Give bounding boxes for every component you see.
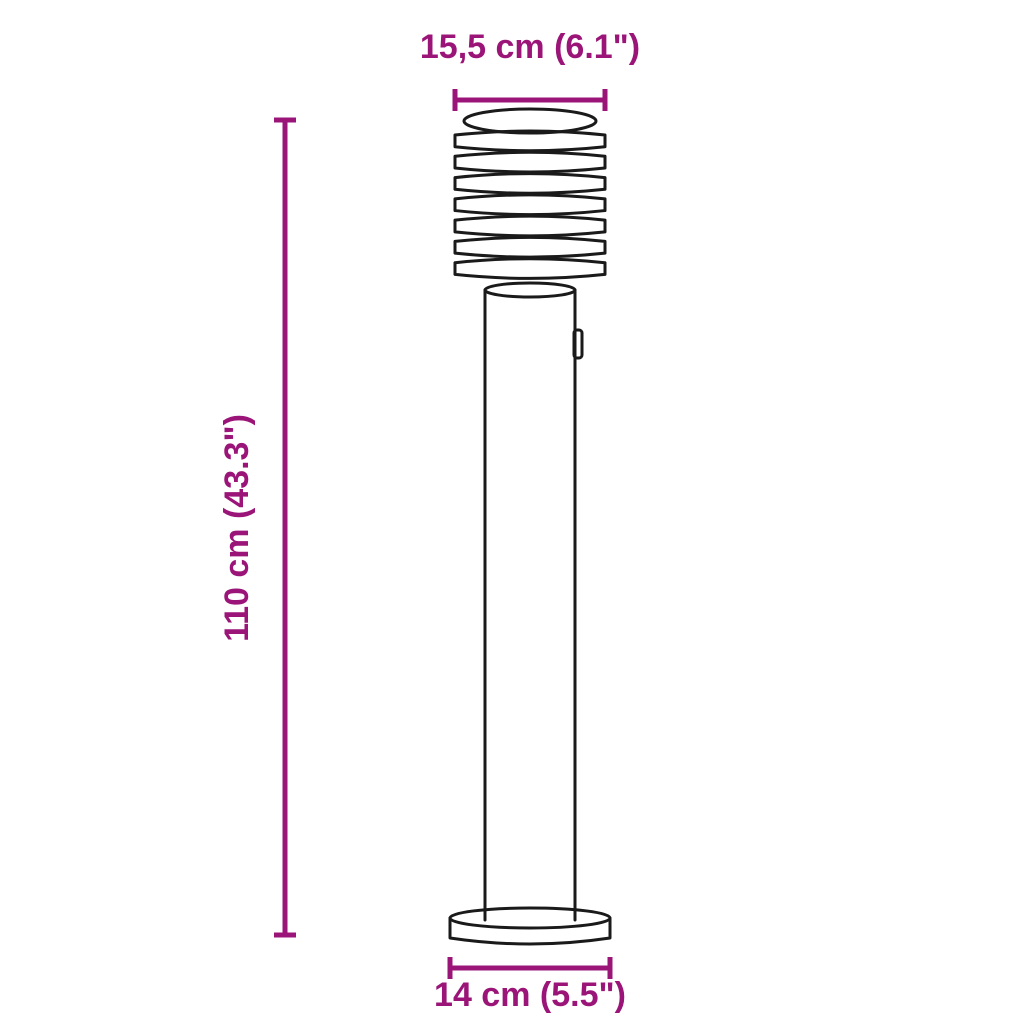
dimension-top-label: 15,5 cm (6.1") xyxy=(420,28,640,66)
lamp-post-drawing xyxy=(450,109,610,944)
dimension-height-label: 110 cm (43.3") xyxy=(218,414,256,642)
dimension-diagram: 15,5 cm (6.1") 110 cm (43.3") 14 cm (5.5") xyxy=(0,0,1024,1024)
dimension-bottom-label: 14 cm (5.5") xyxy=(434,976,626,1014)
